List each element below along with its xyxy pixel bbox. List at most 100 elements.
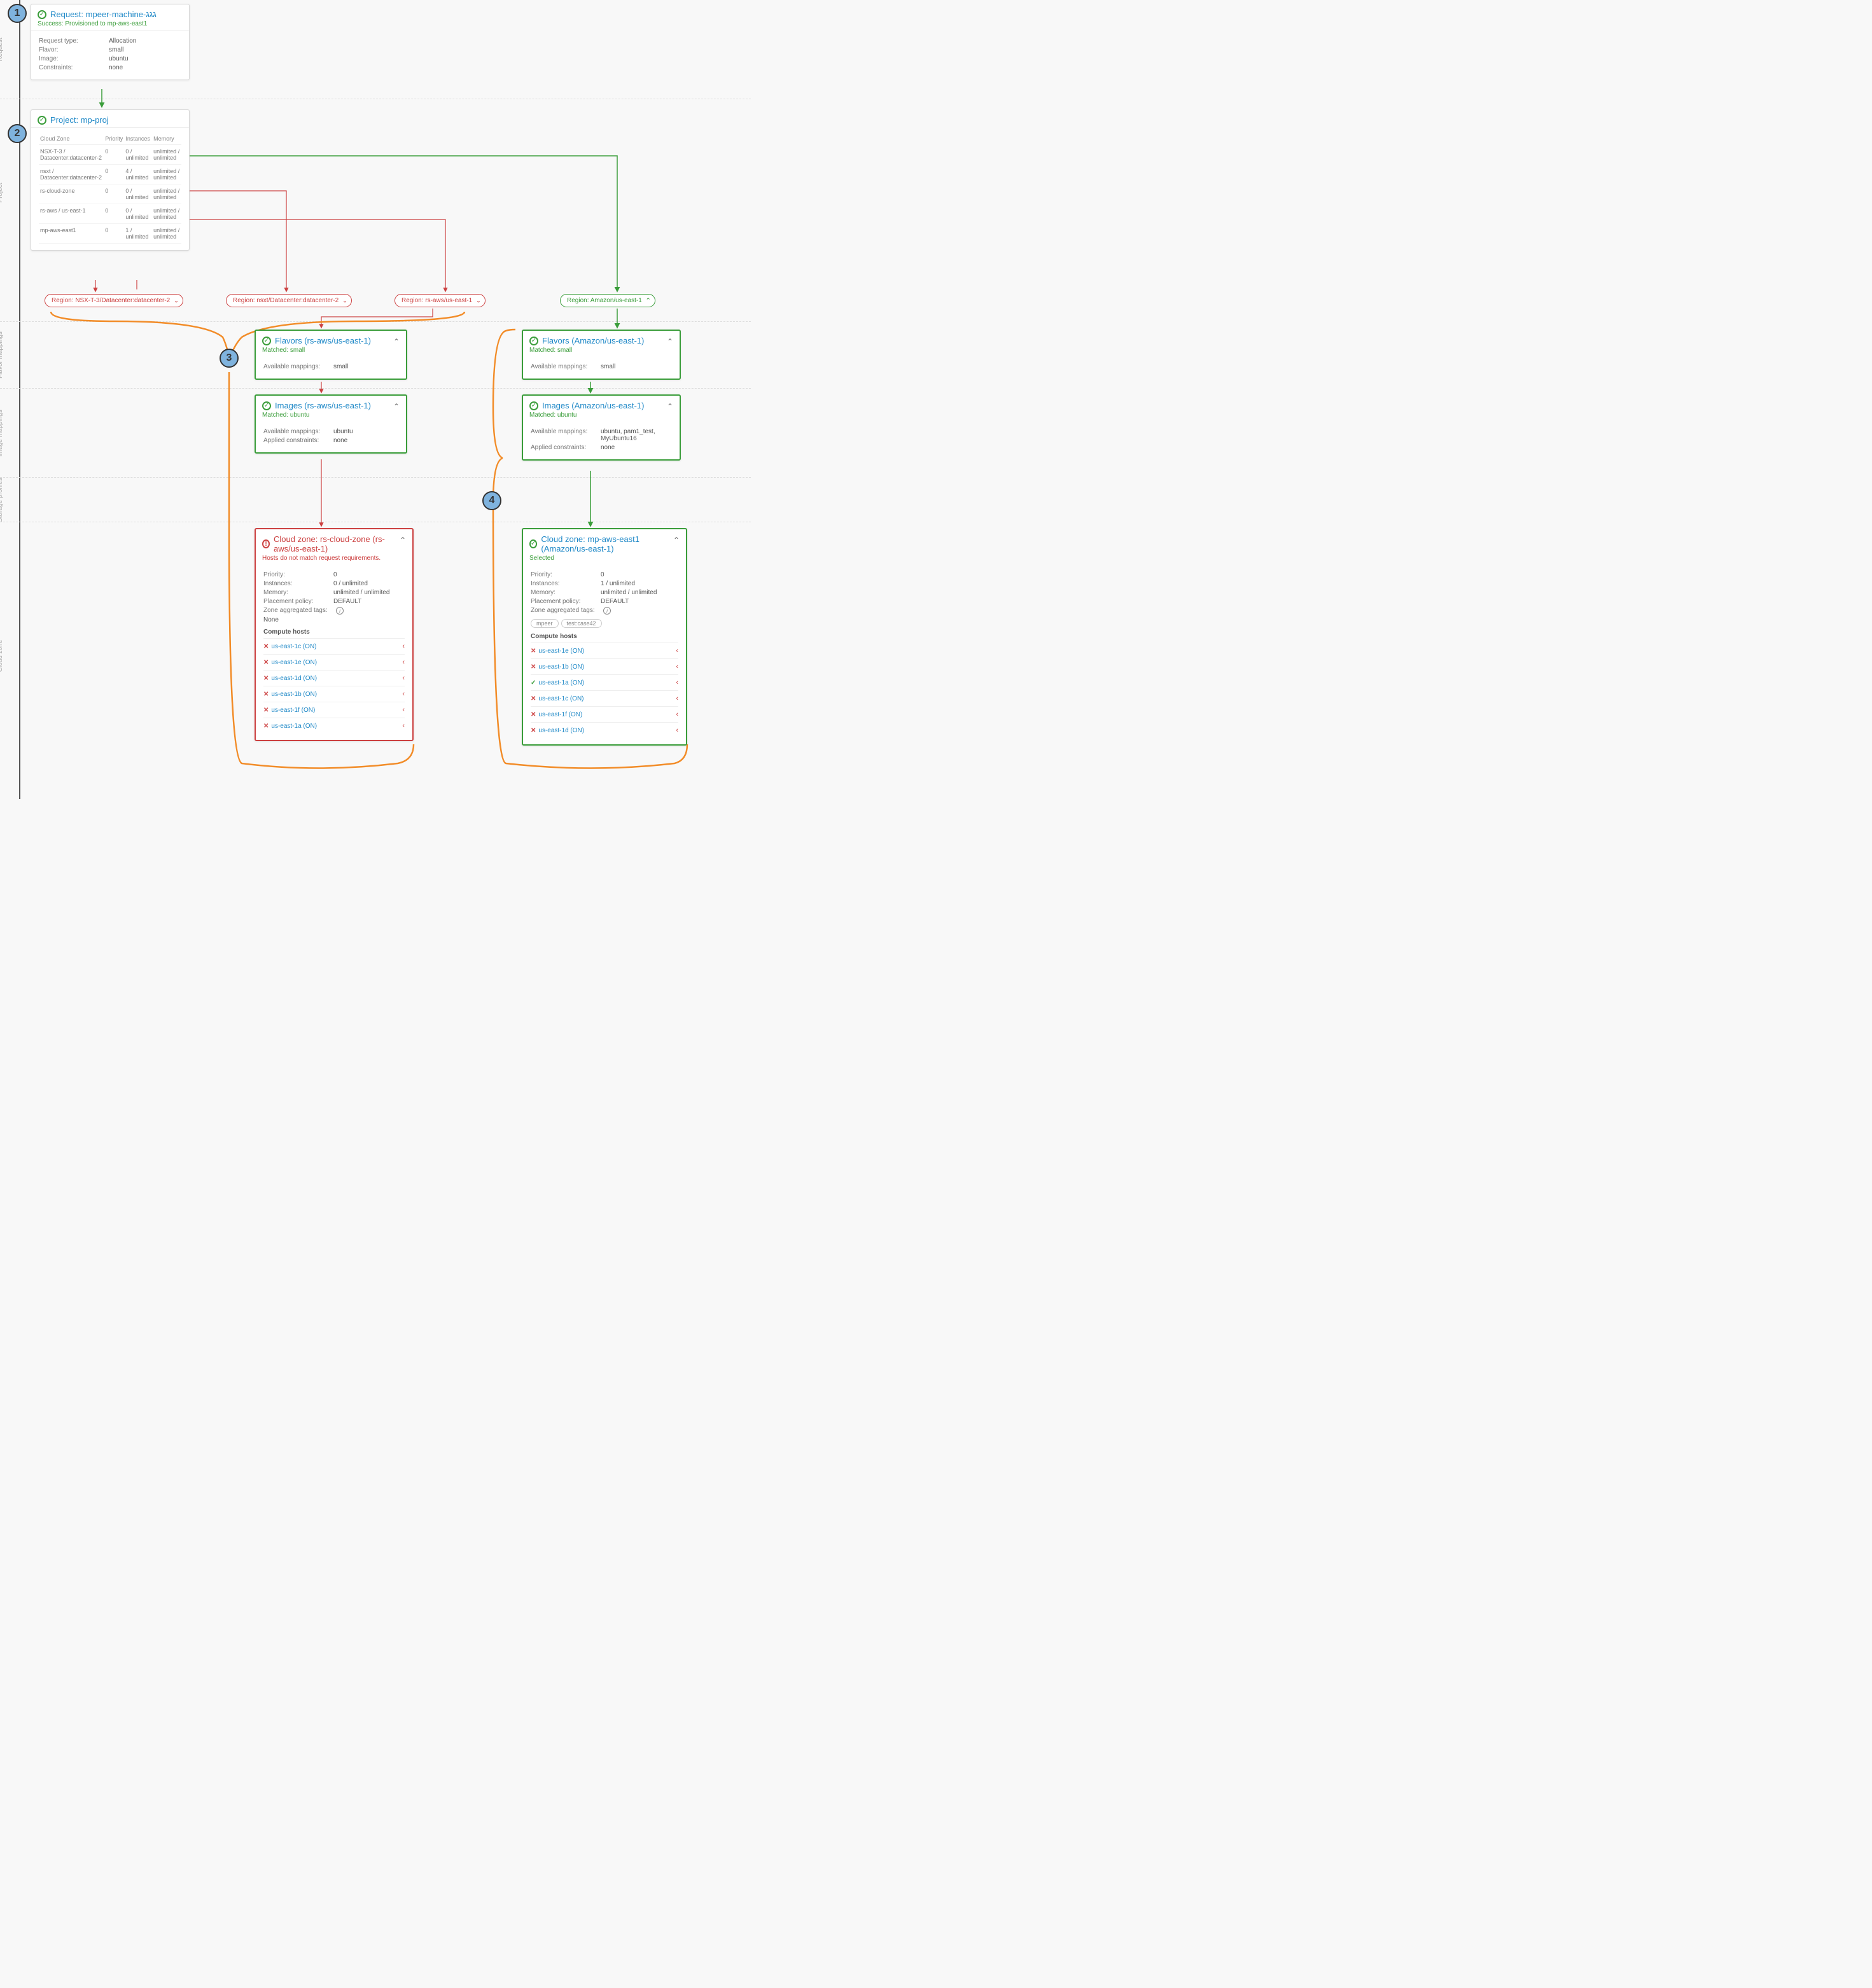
error-icon bbox=[262, 539, 270, 548]
stage-label-image: Image mappings bbox=[0, 410, 4, 457]
image-card-left: Images (rs-aws/us-east-1) Matched: ubunt… bbox=[255, 394, 407, 454]
table-cell: 0 bbox=[104, 184, 124, 204]
region-pill-4[interactable]: Region: Amazon/us-east-1 ⌃ bbox=[560, 294, 655, 307]
project-title[interactable]: Project: mp-proj bbox=[50, 115, 109, 125]
host-name: us-east-1d (ON) bbox=[271, 675, 317, 682]
image-right-matched: Matched: ubuntu bbox=[529, 412, 673, 419]
table-cell: NSX-T-3 / Datacenter:datacenter-2 bbox=[39, 145, 104, 165]
table-cell: 1 / unlimited bbox=[124, 224, 152, 244]
request-title-suffix: גגג bbox=[146, 10, 157, 19]
table-header: Priority bbox=[104, 133, 124, 145]
collapse-icon[interactable]: ⌃ bbox=[393, 337, 400, 346]
collapse-icon[interactable]: ⌃ bbox=[667, 337, 673, 346]
compute-host-row[interactable]: ✓us-east-1a (ON)‹ bbox=[531, 674, 678, 690]
flavor-left-body: Available mappings:small bbox=[256, 356, 406, 379]
chevron-left-icon: ‹ bbox=[676, 695, 678, 702]
region-label: Region: NSX-T-3/Datacenter:datacenter-2 bbox=[52, 297, 170, 304]
compute-host-row[interactable]: ✕us-east-1c (ON)‹ bbox=[531, 690, 678, 706]
callout-1: 1 bbox=[8, 4, 27, 23]
kv-key: Priority: bbox=[531, 571, 601, 578]
compute-host-row[interactable]: ✕us-east-1b (ON)‹ bbox=[531, 658, 678, 674]
x-icon: ✕ bbox=[263, 659, 269, 666]
kv-key: Memory: bbox=[263, 589, 333, 596]
kv-key: Available mappings: bbox=[263, 363, 333, 370]
region-pill-3[interactable]: Region: rs-aws/us-east-1 ⌄ bbox=[395, 294, 485, 307]
kv-row: Available mappings:ubuntu bbox=[263, 428, 398, 435]
request-card: Request: mpeer-machine-גגג Success: Prov… bbox=[31, 4, 190, 80]
region-pill-2[interactable]: Region: nsxt/Datacenter:datacenter-2 ⌄ bbox=[226, 294, 352, 307]
image-right-title: Images (Amazon/us-east-1) bbox=[542, 401, 644, 410]
chevron-left-icon: ‹ bbox=[676, 679, 678, 686]
kv-row: Available mappings:ubuntu, pam1_test, My… bbox=[531, 428, 672, 442]
kv-key: Placement policy: bbox=[263, 598, 333, 605]
host-name: us-east-1a (ON) bbox=[538, 679, 584, 686]
kv-key: Instances: bbox=[531, 580, 601, 587]
image-right-body: Available mappings:ubuntu, pam1_test, My… bbox=[523, 421, 680, 459]
kv-key: Available mappings: bbox=[531, 363, 601, 370]
info-icon[interactable] bbox=[603, 607, 611, 615]
table-row: NSX-T-3 / Datacenter:datacenter-200 / un… bbox=[39, 145, 181, 165]
compute-host-row[interactable]: ✕us-east-1c (ON)‹ bbox=[263, 638, 405, 654]
callout-3: 3 bbox=[220, 349, 239, 368]
collapse-icon[interactable]: ⌃ bbox=[393, 402, 400, 411]
collapse-icon[interactable]: ⌃ bbox=[667, 402, 673, 411]
kv-row: Placement policy:DEFAULT bbox=[531, 598, 678, 605]
flavor-left-matched: Matched: small bbox=[262, 347, 400, 354]
chevron-left-icon: ‹ bbox=[402, 706, 405, 714]
x-icon: ✕ bbox=[531, 648, 536, 655]
image-left-title: Images (rs-aws/us-east-1) bbox=[275, 401, 371, 410]
request-body: Request type:AllocationFlavor:smallImage… bbox=[31, 31, 189, 80]
table-cell: unlimited / unlimited bbox=[152, 204, 181, 224]
table-row: rs-cloud-zone00 / unlimitedunlimited / u… bbox=[39, 184, 181, 204]
compute-host-row[interactable]: ✕us-east-1f (ON)‹ bbox=[531, 706, 678, 722]
compute-host-row[interactable]: ✕us-east-1d (ON)‹ bbox=[263, 670, 405, 686]
zone-right-title: Cloud zone: mp-aws-east1 (Amazon/us-east… bbox=[541, 534, 680, 553]
compute-host-row[interactable]: ✕us-east-1a (ON)‹ bbox=[263, 718, 405, 733]
kv-key: Image: bbox=[39, 55, 109, 62]
kv-value: small bbox=[109, 46, 181, 53]
chevron-left-icon: ‹ bbox=[676, 726, 678, 734]
table-cell: 0 bbox=[104, 165, 124, 184]
kv-value: Allocation bbox=[109, 38, 181, 45]
project-body: Cloud ZonePriorityInstancesMemoryNSX-T-3… bbox=[31, 128, 189, 250]
compute-host-row[interactable]: ✕us-east-1b (ON)‹ bbox=[263, 686, 405, 702]
region-pill-1[interactable]: Region: NSX-T-3/Datacenter:datacenter-2 … bbox=[45, 294, 183, 307]
kv-value: 0 bbox=[333, 571, 405, 578]
request-title: Request: mpeer-machine-גגג bbox=[50, 10, 157, 19]
chevron-left-icon: ‹ bbox=[402, 658, 405, 666]
kv-row: Memory:unlimited / unlimited bbox=[263, 589, 405, 596]
table-cell: rs-aws / us-east-1 bbox=[39, 204, 104, 224]
chevron-down-icon: ⌄ bbox=[476, 297, 481, 304]
chevron-left-icon: ‹ bbox=[402, 643, 405, 650]
compute-host-row[interactable]: ✕us-east-1e (ON)‹ bbox=[263, 654, 405, 670]
collapse-icon[interactable]: ⌃ bbox=[673, 536, 680, 545]
compute-host-row[interactable]: ✕us-east-1e (ON)‹ bbox=[531, 643, 678, 658]
kv-key: Memory: bbox=[531, 589, 601, 596]
table-cell: 0 / unlimited bbox=[124, 184, 152, 204]
x-icon: ✕ bbox=[531, 727, 536, 734]
compute-host-row[interactable]: ✕us-east-1f (ON)‹ bbox=[263, 702, 405, 718]
zone-right-body: Priority:0Instances:1 / unlimitedMemory:… bbox=[523, 564, 686, 744]
table-cell: mp-aws-east1 bbox=[39, 224, 104, 244]
table-row: mp-aws-east101 / unlimitedunlimited / un… bbox=[39, 224, 181, 244]
kv-row: Flavor:small bbox=[39, 46, 181, 53]
table-cell: 0 bbox=[104, 145, 124, 165]
compute-host-row[interactable]: ✕us-east-1d (ON)‹ bbox=[531, 722, 678, 738]
info-icon[interactable] bbox=[336, 607, 344, 615]
host-name: us-east-1a (ON) bbox=[271, 723, 317, 730]
kv-value: DEFAULT bbox=[601, 598, 678, 605]
chevron-left-icon: ‹ bbox=[676, 711, 678, 718]
table-header: Cloud Zone bbox=[39, 133, 104, 145]
compute-hosts-label: Compute hosts bbox=[263, 629, 405, 636]
table-cell: 0 bbox=[104, 204, 124, 224]
check-icon bbox=[262, 337, 271, 345]
flavor-right-body: Available mappings:small bbox=[523, 356, 680, 379]
kv-row: Image:ubuntu bbox=[39, 55, 181, 62]
table-cell: rs-cloud-zone bbox=[39, 184, 104, 204]
collapse-icon[interactable]: ⌃ bbox=[400, 536, 406, 545]
kv-key: Applied constraints: bbox=[263, 437, 333, 444]
table-cell: nsxt / Datacenter:datacenter-2 bbox=[39, 165, 104, 184]
host-name: us-east-1c (ON) bbox=[271, 643, 316, 650]
kv-key: Flavor: bbox=[39, 46, 109, 53]
request-title-prefix: Request: bbox=[50, 10, 86, 19]
